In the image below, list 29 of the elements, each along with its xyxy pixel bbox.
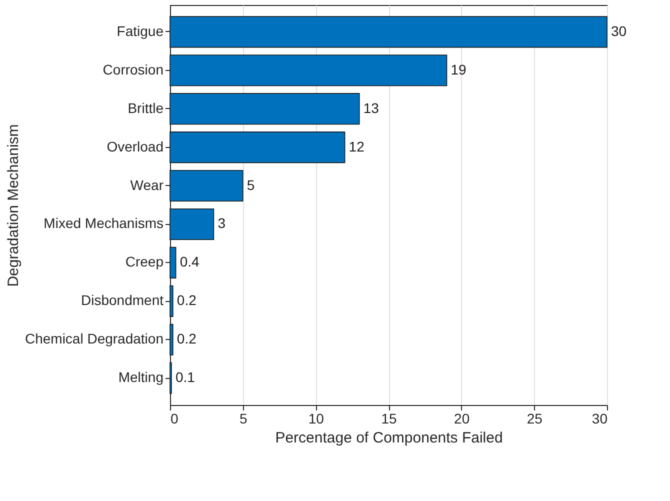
x-tick-label: 5	[239, 410, 248, 426]
y-axis-title: Degradation Mechanism	[4, 124, 22, 287]
y-tick-label: Overload	[106, 138, 164, 154]
data-label: 12	[348, 138, 365, 154]
y-tick-label: Melting	[118, 369, 164, 386]
y-tick-label: Disbondment	[81, 292, 164, 308]
y-tick-label: Mixed Mechanisms	[44, 215, 164, 232]
x-tick-label: 10	[308, 410, 324, 426]
data-label: 0.4	[180, 254, 200, 270]
data-label: 5	[246, 176, 255, 193]
y-tick-label: Creep	[125, 254, 164, 270]
data-label: 0.2	[176, 330, 197, 347]
data-label: 3	[218, 215, 226, 232]
data-label: 0.1	[175, 369, 196, 386]
x-axis-title: Percentage of Components Failed	[275, 430, 503, 446]
y-tick-label: Wear	[130, 176, 164, 193]
y-tick-label: Fatigue	[116, 22, 164, 39]
x-tick-label: 15	[381, 410, 397, 426]
x-tick-label: 30	[592, 410, 608, 426]
y-tick-label: Brittle	[128, 100, 164, 116]
data-label: 0.2	[176, 292, 197, 308]
x-tick-label: 25	[526, 410, 543, 426]
data-label: 30	[611, 22, 627, 39]
data-label: 19	[450, 61, 467, 78]
x-tick-label: 20	[454, 410, 470, 426]
y-tick-label: Chemical Degradation	[24, 330, 164, 347]
data-label: 13	[363, 100, 380, 116]
x-tick-label: 0	[170, 410, 178, 426]
y-tick-label: Corrosion	[102, 61, 164, 78]
